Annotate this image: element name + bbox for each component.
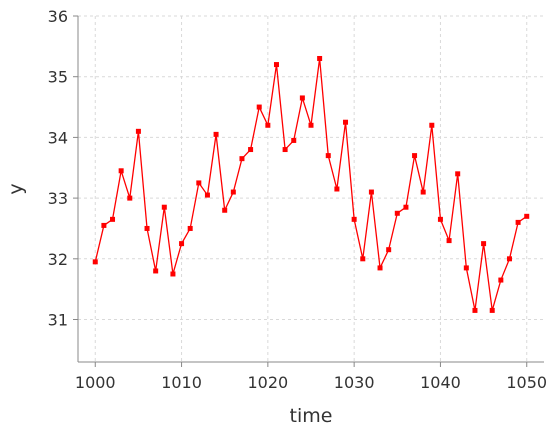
y-tick-label: 32 <box>48 250 68 269</box>
data-point <box>222 207 228 213</box>
x-tick-label: 1040 <box>420 373 461 392</box>
data-point <box>472 307 478 313</box>
data-point <box>498 277 504 283</box>
axes <box>73 15 544 367</box>
y-axis-title: y <box>5 183 27 194</box>
y-tick-label: 31 <box>48 311 68 330</box>
data-point <box>196 180 202 186</box>
data-point <box>412 153 418 159</box>
data-point <box>92 259 98 265</box>
data-point <box>515 219 521 225</box>
data-point <box>446 238 452 244</box>
y-tick-label: 34 <box>48 128 68 147</box>
data-point <box>506 256 512 262</box>
data-point <box>437 216 443 222</box>
series <box>92 55 530 313</box>
data-point <box>230 189 236 195</box>
data-point <box>118 168 124 174</box>
data-point <box>179 241 185 247</box>
data-point <box>265 122 271 128</box>
data-point <box>317 55 323 61</box>
data-point <box>101 222 107 228</box>
data-point <box>360 256 366 262</box>
data-point <box>299 95 305 101</box>
data-point <box>420 189 426 195</box>
data-point <box>127 195 133 201</box>
x-tick-label: 1000 <box>75 373 116 392</box>
data-point <box>153 268 159 274</box>
data-point <box>204 192 210 198</box>
data-point <box>429 122 435 128</box>
data-point <box>291 137 297 143</box>
series-line <box>94 58 528 311</box>
tick-labels: 1000 1010 1020 1030 1040 1050 31 32 33 34 35 36 <box>48 7 546 392</box>
data-point <box>308 122 314 128</box>
data-point <box>463 265 469 271</box>
data-point <box>325 153 331 159</box>
x-tick-label: 1020 <box>247 373 288 392</box>
data-point <box>351 216 357 222</box>
x-tick-label: 1050 <box>506 373 546 392</box>
data-point <box>481 241 487 247</box>
data-point <box>273 62 279 68</box>
x-tick-label: 1030 <box>334 373 375 392</box>
y-tick-label: 36 <box>48 7 68 26</box>
y-tick-label: 35 <box>48 68 68 87</box>
x-tick-label: 1010 <box>161 373 202 392</box>
data-point <box>248 147 254 153</box>
data-point <box>368 189 374 195</box>
data-point <box>239 156 245 162</box>
data-point <box>386 247 392 253</box>
data-point <box>135 128 141 134</box>
data-point <box>110 216 116 222</box>
data-point <box>161 204 167 210</box>
data-point <box>187 225 193 231</box>
data-point <box>170 271 176 277</box>
data-point <box>343 119 349 125</box>
data-point <box>489 307 495 313</box>
data-point <box>524 213 530 219</box>
x-axis-title: time <box>290 405 333 427</box>
data-point <box>377 265 383 271</box>
data-point <box>403 204 409 210</box>
data-point <box>256 104 262 110</box>
data-point <box>334 186 340 192</box>
y-tick-label: 33 <box>48 189 68 208</box>
data-point <box>213 131 219 137</box>
data-point <box>282 147 288 153</box>
data-point <box>394 210 400 216</box>
grid <box>78 15 544 362</box>
data-point <box>455 171 461 177</box>
data-point <box>144 225 150 231</box>
